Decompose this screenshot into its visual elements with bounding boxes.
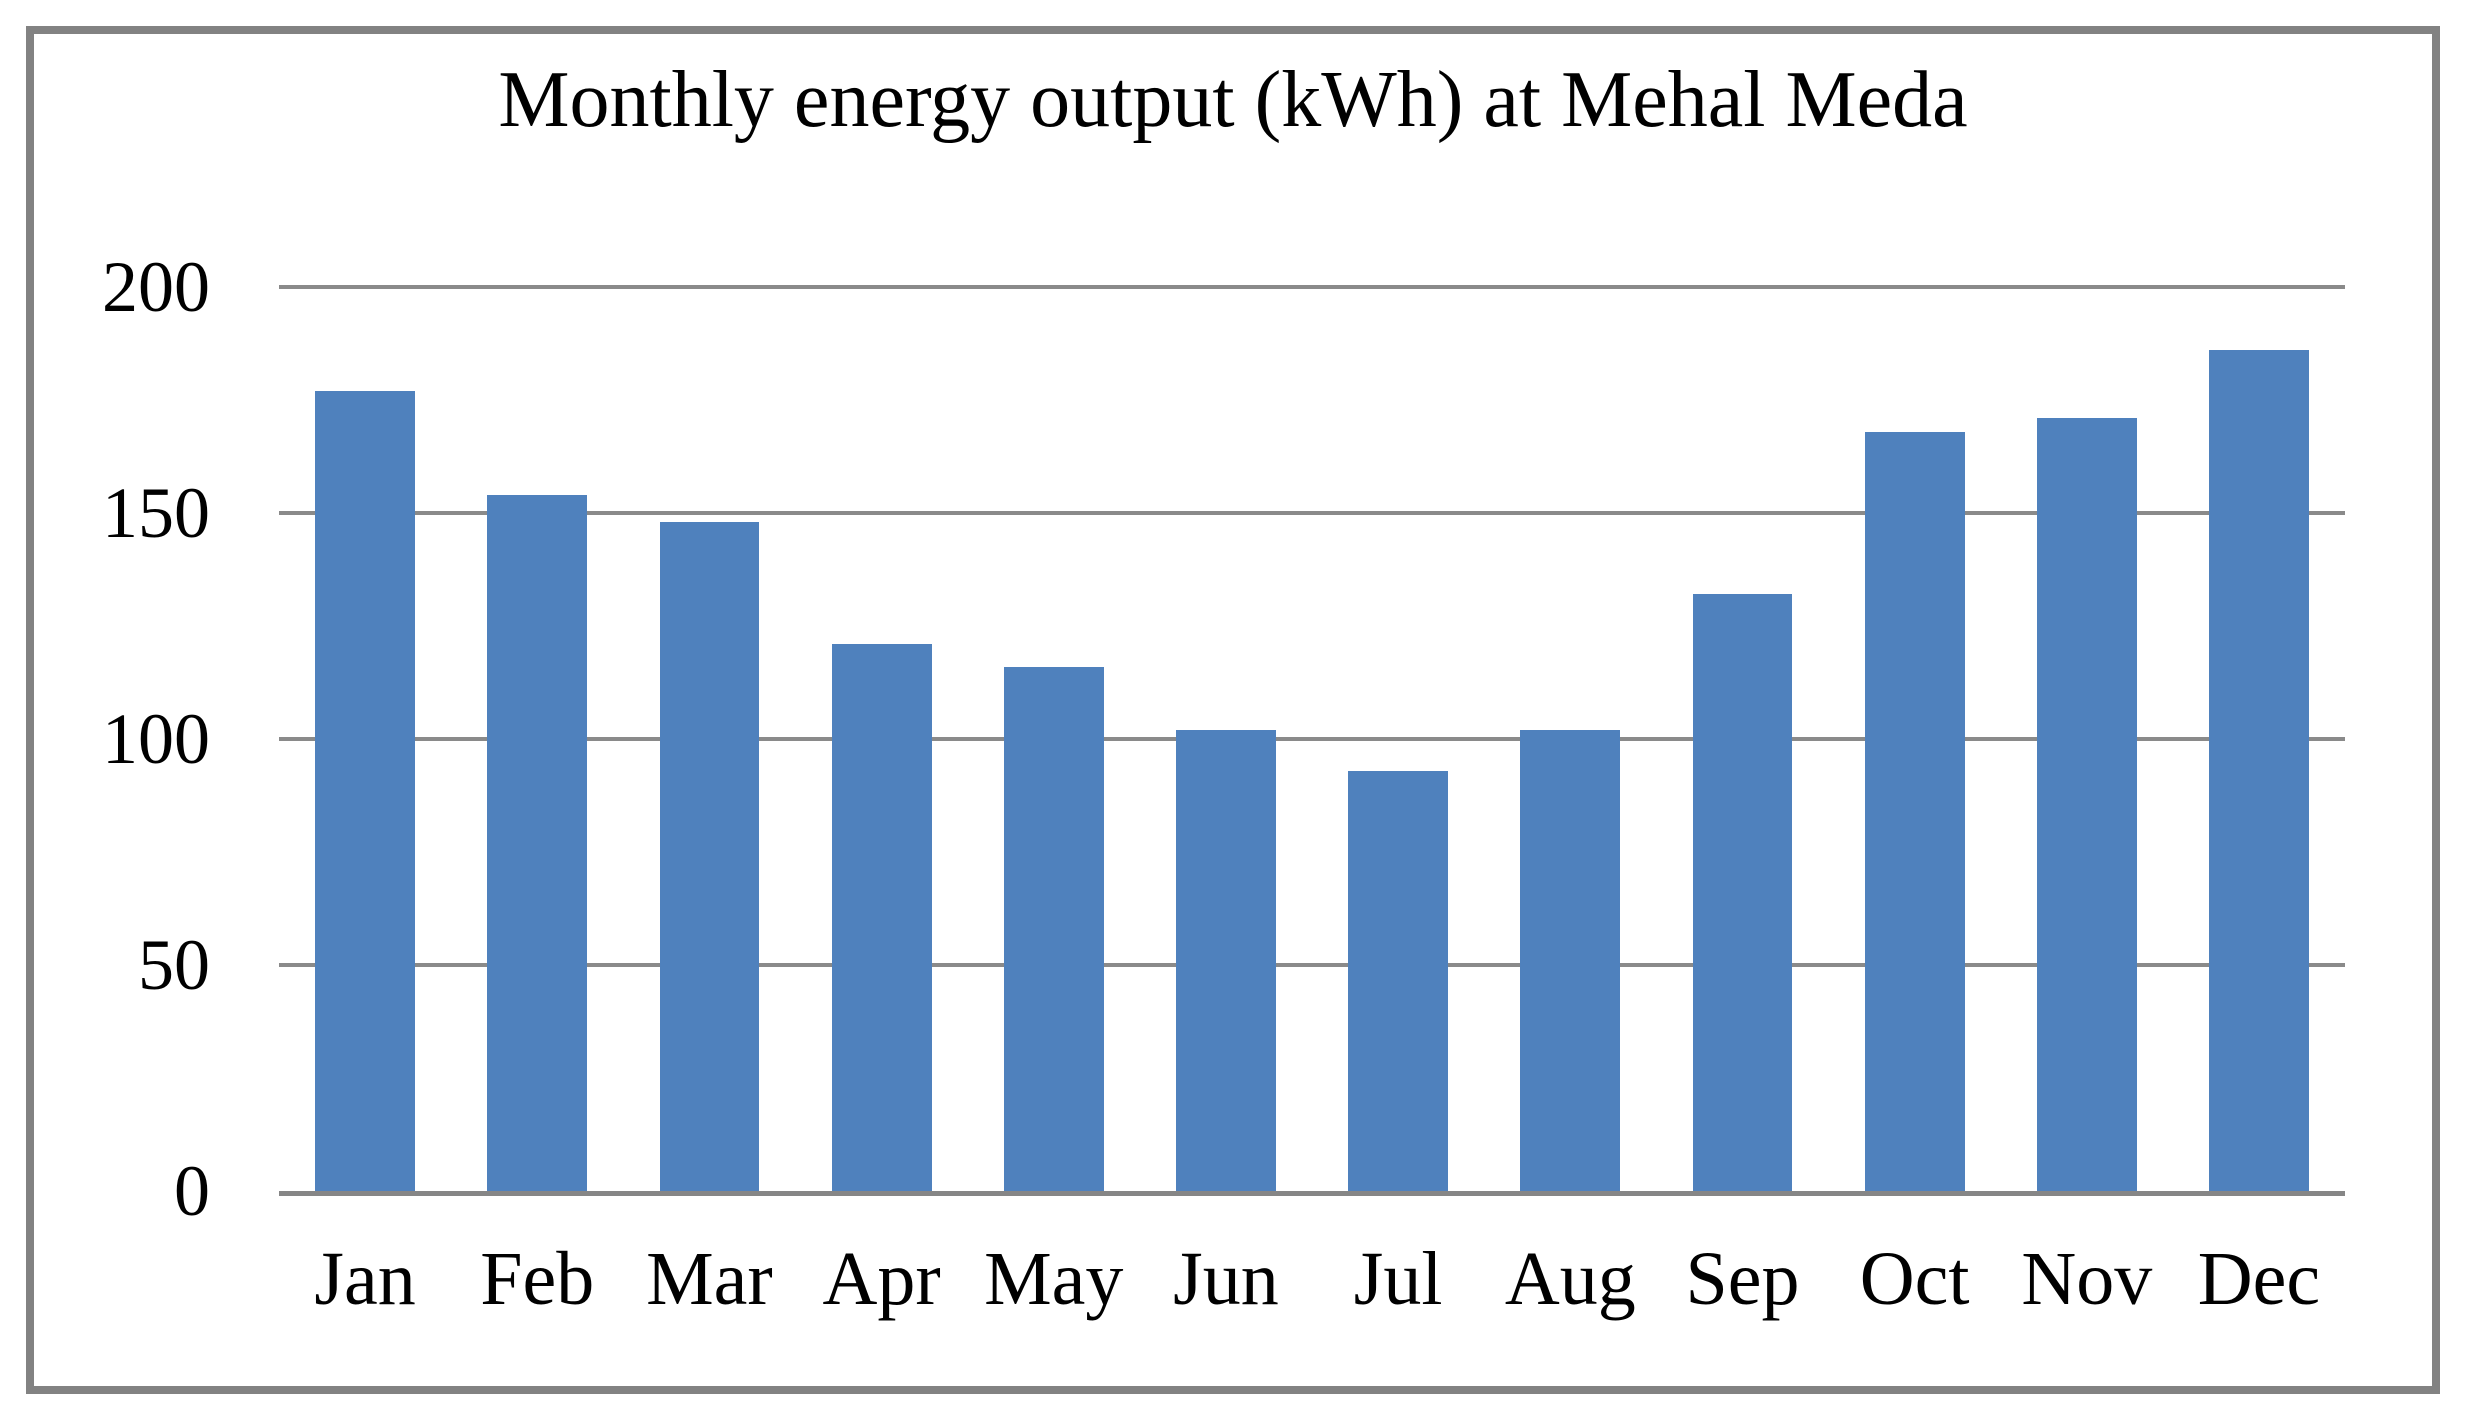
bar-may: [1003, 666, 1104, 1191]
x-label-aug: Aug: [1504, 1237, 1636, 1321]
x-label-feb: Feb: [480, 1237, 595, 1321]
bar-slot-mar: [623, 287, 795, 1191]
bar-slot-jul: [1312, 287, 1484, 1191]
bar-sep: [1692, 594, 1793, 1191]
x-label-dec: Dec: [2197, 1237, 2321, 1321]
x-label-apr: Apr: [822, 1237, 941, 1321]
x-label-may: May: [984, 1237, 1124, 1321]
y-tick-150: 150: [102, 473, 210, 553]
bar-mar: [659, 522, 760, 1191]
bar-slot-dec: [2173, 287, 2345, 1191]
y-tick-100: 100: [102, 699, 210, 779]
x-axis: Jan Feb Mar Apr May Jun Jul Aug Sep Oct Nov Dec: [279, 1234, 2345, 1325]
bars-row: [279, 287, 2345, 1191]
x-label-nov: Nov: [2021, 1237, 2153, 1321]
x-label-oct: Oct: [1859, 1237, 1970, 1321]
x-label-jan: Jan: [314, 1237, 416, 1321]
plot-area: [279, 285, 2345, 1196]
bar-slot-apr: [796, 287, 968, 1191]
x-label-mar: Mar: [646, 1237, 773, 1321]
x-label-sep: Sep: [1685, 1237, 1800, 1321]
bar-slot-aug: [1484, 287, 1656, 1191]
gridline-200: [279, 285, 2345, 289]
bar-slot-sep: [1656, 287, 1828, 1191]
x-label-jul: Jul: [1353, 1237, 1443, 1321]
chart-title: Monthly energy output (kWh) at Mehal Med…: [498, 56, 1968, 144]
bar-slot-jun: [1140, 287, 1312, 1191]
gridline-150: [279, 511, 2345, 515]
x-axis-line: [279, 1191, 2345, 1196]
bar-apr: [831, 644, 932, 1191]
bar-aug: [1520, 729, 1621, 1191]
bar-dec: [2209, 350, 2309, 1191]
y-axis: 0 50 100 150 200: [40, 0, 210, 1419]
bar-feb: [487, 494, 588, 1191]
bar-jul: [1348, 770, 1449, 1191]
x-label-jun: Jun: [1173, 1237, 1279, 1321]
bar-jun: [1176, 729, 1276, 1191]
bar-slot-jan: [279, 287, 451, 1191]
bar-nov: [2036, 418, 2137, 1191]
y-tick-0: 0: [174, 1151, 210, 1231]
bar-oct: [1864, 431, 1965, 1191]
y-tick-50: 50: [138, 925, 210, 1005]
bar-jan: [315, 390, 416, 1191]
bar-slot-feb: [451, 287, 623, 1191]
y-tick-200: 200: [102, 247, 210, 327]
gridline-50: [279, 963, 2345, 967]
gridline-100: [279, 737, 2345, 741]
bar-slot-nov: [2001, 287, 2173, 1191]
bar-slot-oct: [1829, 287, 2001, 1191]
bar-slot-may: [968, 287, 1140, 1191]
